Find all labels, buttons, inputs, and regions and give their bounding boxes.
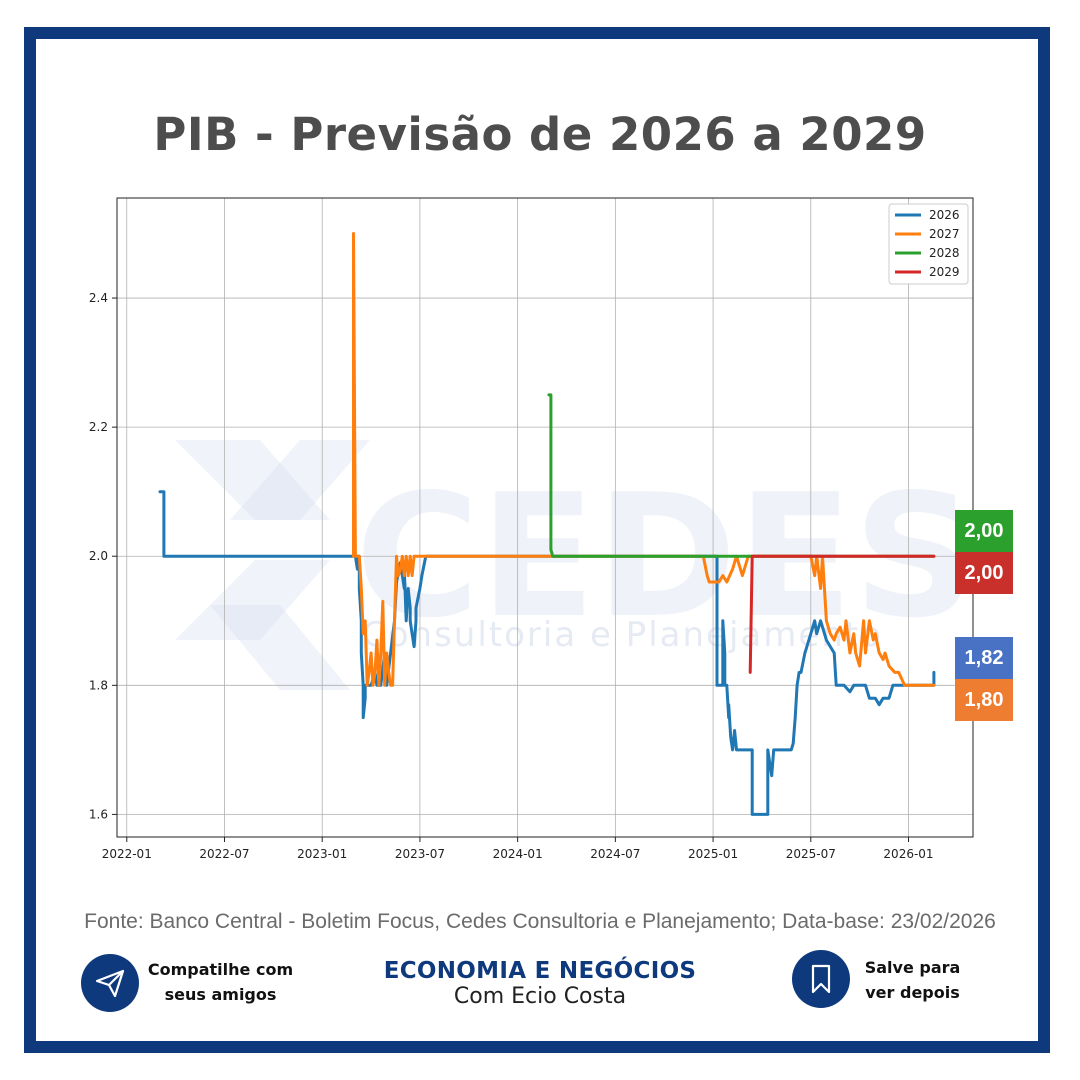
series-layer xyxy=(158,232,936,816)
badge-2028: 2,00 xyxy=(955,510,1013,552)
legend-box xyxy=(888,203,969,285)
x-tick-label: 2022-01 xyxy=(102,847,152,861)
axis-ticks: 2022-01 2022-07 2023-01 2023-07 2024-01 2024-… xyxy=(89,291,934,861)
share-line-2: seus amigos xyxy=(164,985,277,1004)
save-button[interactable] xyxy=(792,950,850,1008)
paper-plane-icon xyxy=(95,969,125,998)
legend[interactable]: 2026 2027 2028 2029 xyxy=(888,203,969,285)
legend-label-2026: 2026 xyxy=(929,208,960,222)
x-tick-label: 2025-07 xyxy=(786,847,836,861)
x-tick-label: 2026-01 xyxy=(883,847,933,861)
page-title: PIB - Previsão de 2026 a 2029 xyxy=(153,108,927,161)
y-tick-label: 2.4 xyxy=(89,291,108,305)
legend-label-2027: 2027 xyxy=(929,227,960,241)
y-tick-label: 2.0 xyxy=(89,549,108,563)
legend-label-2029: 2029 xyxy=(929,265,960,279)
watermark-tagline: Consultoria e Planejamento xyxy=(362,615,883,655)
share-line-1: Compatilhe com xyxy=(147,960,294,979)
x-tick-label: 2025-01 xyxy=(688,847,738,861)
series-line-2027 xyxy=(352,232,936,687)
brand-title: ECONOMIA E NEGÓCIOS xyxy=(383,958,697,984)
grid xyxy=(117,198,973,837)
source-note: Fonte: Banco Central - Boletim Focus, Ce… xyxy=(84,910,996,933)
save-text: Salve para ver depois xyxy=(850,955,975,1005)
save-line-2: ver depois xyxy=(865,983,960,1002)
series-line-2026 xyxy=(158,490,936,816)
y-tick-label: 1.6 xyxy=(89,807,108,821)
badge-2027: 1,80 xyxy=(955,679,1013,721)
badge-2029: 2,00 xyxy=(955,552,1013,594)
y-tick-label: 1.8 xyxy=(89,678,108,692)
x-tick-label: 2024-01 xyxy=(493,847,543,861)
share-button[interactable] xyxy=(81,954,139,1012)
x-tick-label: 2024-07 xyxy=(590,847,640,861)
legend-label-2028: 2028 xyxy=(929,246,960,260)
x-tick-label: 2022-07 xyxy=(199,847,249,861)
badge-2026: 1,82 xyxy=(955,637,1013,679)
bookmark-icon xyxy=(811,964,831,994)
y-tick-label: 2.2 xyxy=(89,420,108,434)
x-tick-label: 2023-07 xyxy=(395,847,445,861)
x-tick-label: 2023-01 xyxy=(297,847,347,861)
save-line-1: Salve para xyxy=(864,958,961,977)
brand-block: ECONOMIA E NEGÓCIOS Com Ecio Costa xyxy=(340,958,740,1009)
series-line-2029 xyxy=(748,554,936,674)
brand-subtitle: Com Ecio Costa xyxy=(453,984,627,1009)
share-text: Compatilhe com seus amigos xyxy=(138,957,303,1007)
